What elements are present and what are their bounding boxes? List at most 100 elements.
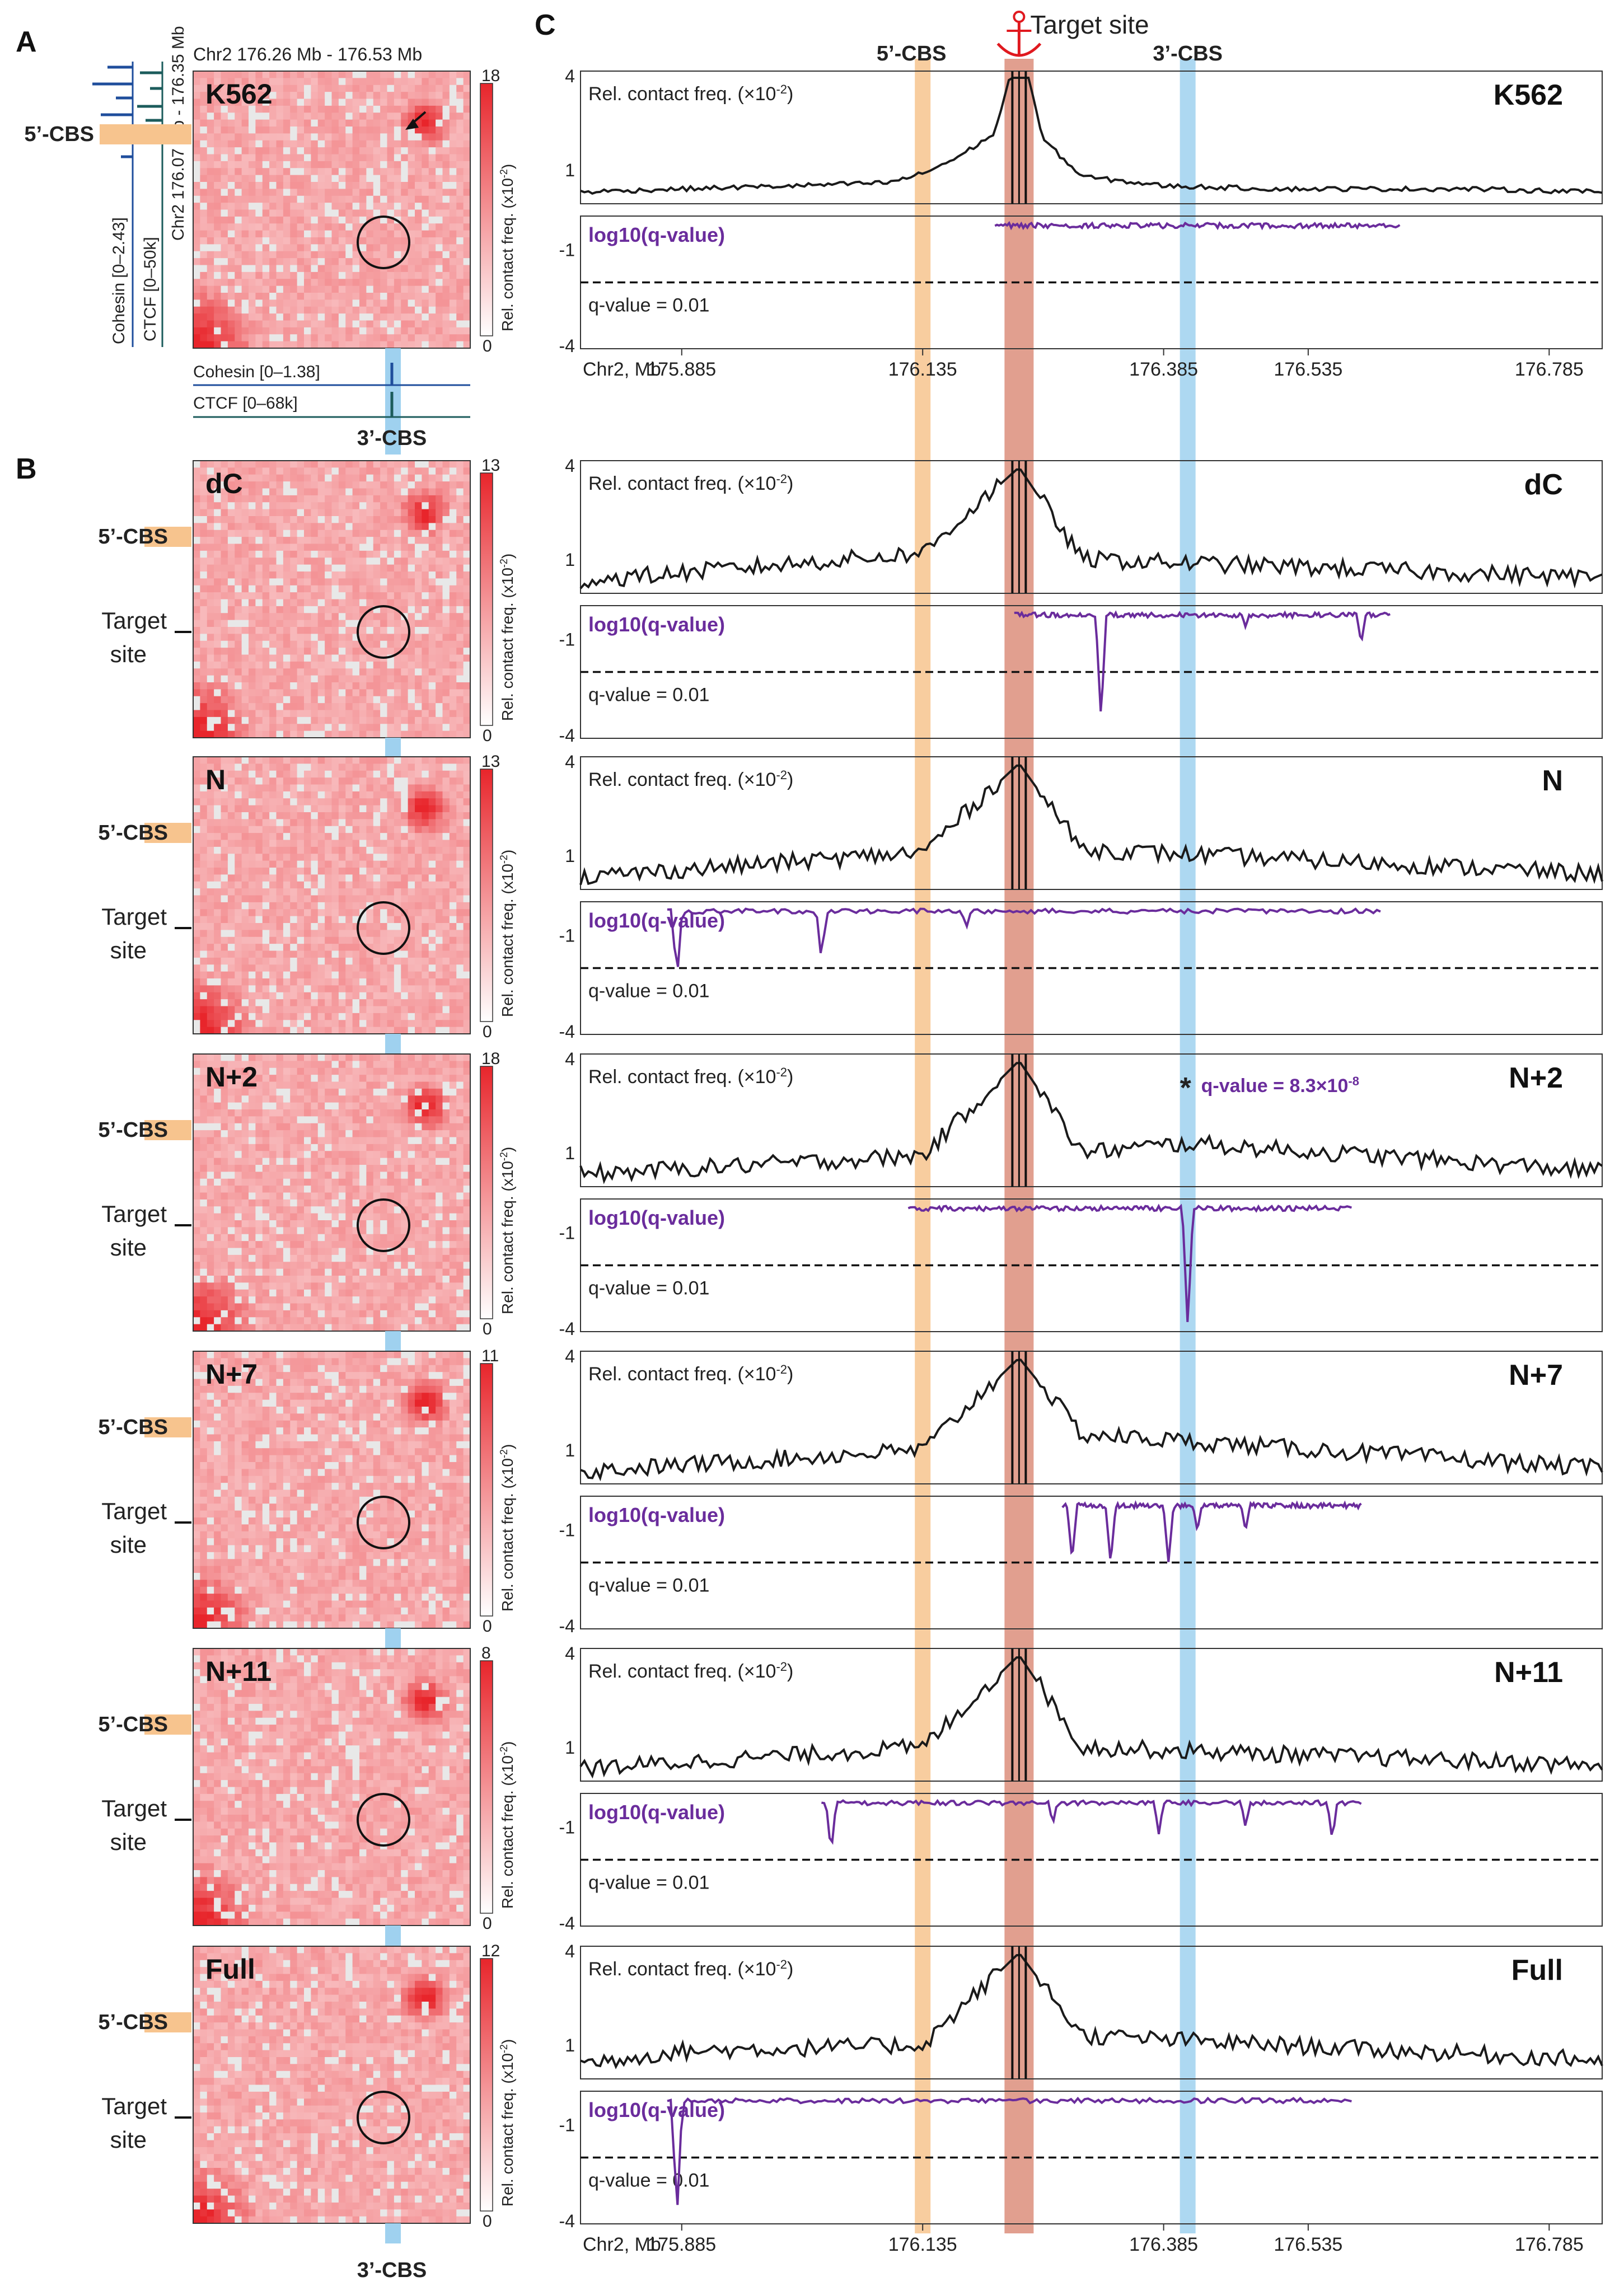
heatmap-cell — [283, 474, 291, 482]
heatmap-cell — [200, 916, 208, 924]
heatmap-cell — [193, 909, 200, 917]
heatmap-cell — [193, 696, 200, 704]
heatmap-cell — [193, 592, 200, 600]
heatmap-cell — [290, 182, 298, 189]
heatmap-cell — [408, 564, 415, 572]
heatmap-cell — [359, 461, 367, 468]
heatmap-cell — [387, 763, 395, 771]
heatmap-cell — [366, 585, 374, 593]
heatmap-cell — [207, 999, 214, 1007]
heatmap-cell — [422, 105, 429, 113]
heatmap-cell — [221, 846, 228, 854]
heatmap-cell — [200, 819, 208, 827]
heatmap-cell — [207, 716, 214, 724]
heatmap-cell — [394, 923, 401, 930]
heatmap-cell — [290, 502, 298, 510]
heatmap-cell — [249, 881, 256, 889]
heatmap-cell — [401, 860, 409, 868]
heatmap-cell — [436, 161, 443, 168]
heatmap-cell — [193, 85, 200, 92]
heatmap-cell — [401, 992, 409, 1000]
heatmap-cell — [249, 640, 256, 648]
heatmap-cell — [380, 599, 388, 607]
heatmap-cell — [255, 119, 263, 127]
heatmap-cell — [221, 306, 228, 314]
heatmap-cell — [345, 1006, 353, 1014]
heatmap-cell — [352, 860, 360, 868]
heatmap-cell — [255, 189, 263, 196]
heatmap-cell — [373, 119, 381, 127]
heatmap-cell — [311, 279, 319, 287]
heatmap-cell — [235, 558, 242, 565]
heatmap-cell — [456, 271, 464, 279]
heatmap-cell — [276, 327, 284, 335]
heatmap-cell — [214, 78, 222, 86]
heatmap-cell — [193, 812, 200, 819]
heatmap-cell — [415, 216, 422, 224]
heatmap-cell — [338, 716, 346, 724]
heatmap-cell — [297, 784, 305, 792]
heatmap-cell — [463, 195, 471, 203]
heatmap-cell — [193, 1006, 200, 1014]
heatmap-cell — [276, 168, 284, 176]
heatmap-cell — [241, 154, 249, 162]
heatmap-cell — [200, 770, 208, 778]
heatmap-cell — [436, 203, 443, 210]
heatmap-cell — [408, 209, 415, 217]
heatmap-cell — [269, 826, 277, 833]
heatmap-cell — [317, 341, 325, 349]
heatmap-cell — [227, 516, 235, 523]
heatmap-cell — [387, 634, 395, 641]
heatmap-cell — [408, 640, 415, 648]
heatmap-cell — [352, 71, 360, 78]
heatmap-cell — [269, 620, 277, 627]
heatmap-cell — [269, 495, 277, 503]
heatmap-cell — [249, 909, 256, 917]
heatmap-cell — [304, 161, 311, 168]
heatmap-cell — [290, 770, 298, 778]
heatmap-cell — [262, 957, 270, 965]
heatmap-cell — [380, 978, 388, 986]
heatmap-frame — [193, 756, 471, 1034]
heatmap-cell — [428, 805, 436, 813]
heatmap-cell — [235, 840, 242, 847]
heatmap-cell — [449, 599, 457, 607]
heatmap-cell — [269, 230, 277, 238]
heatmap-cell — [380, 502, 388, 510]
heatmap-cell — [276, 140, 284, 148]
heatmap-cell — [276, 716, 284, 724]
heatmap-cell — [394, 992, 401, 1000]
heatmap-cell — [221, 223, 228, 231]
heatmap-cell — [331, 502, 339, 510]
heatmap-cell — [338, 195, 346, 203]
heatmap-cell — [290, 840, 298, 847]
heatmap-cell — [394, 640, 401, 648]
heatmap-cell — [449, 313, 457, 321]
heatmap-cell — [255, 675, 263, 683]
heatmap-cell — [235, 648, 242, 655]
heatmap-cell — [428, 895, 436, 903]
heatmap-cell — [449, 826, 457, 833]
heatmap-cell — [193, 599, 200, 607]
heatmap-cell — [408, 195, 415, 203]
heatmap-cell — [387, 978, 395, 986]
heatmap-cell — [235, 578, 242, 586]
heatmap-cell — [422, 757, 429, 764]
heatmap-cell — [269, 992, 277, 1000]
heatmap-cell — [255, 327, 263, 335]
heatmap-cell — [317, 730, 325, 738]
heatmap-cell — [428, 1061, 436, 1069]
heatmap-cell — [442, 805, 450, 813]
heatmap-cell — [380, 895, 388, 903]
heatmap-cell — [456, 105, 464, 113]
heatmap-cell — [352, 661, 360, 669]
heatmap-cell — [193, 258, 200, 266]
heatmap-cell — [249, 244, 256, 252]
heatmap-cell — [345, 1013, 353, 1020]
heatmap-cell — [415, 599, 422, 607]
heatmap-cell — [373, 293, 381, 300]
heatmap-cell — [380, 85, 388, 92]
heatmap-cell — [283, 724, 291, 732]
heatmap-cell — [456, 763, 464, 771]
heatmap-cell — [373, 558, 381, 565]
